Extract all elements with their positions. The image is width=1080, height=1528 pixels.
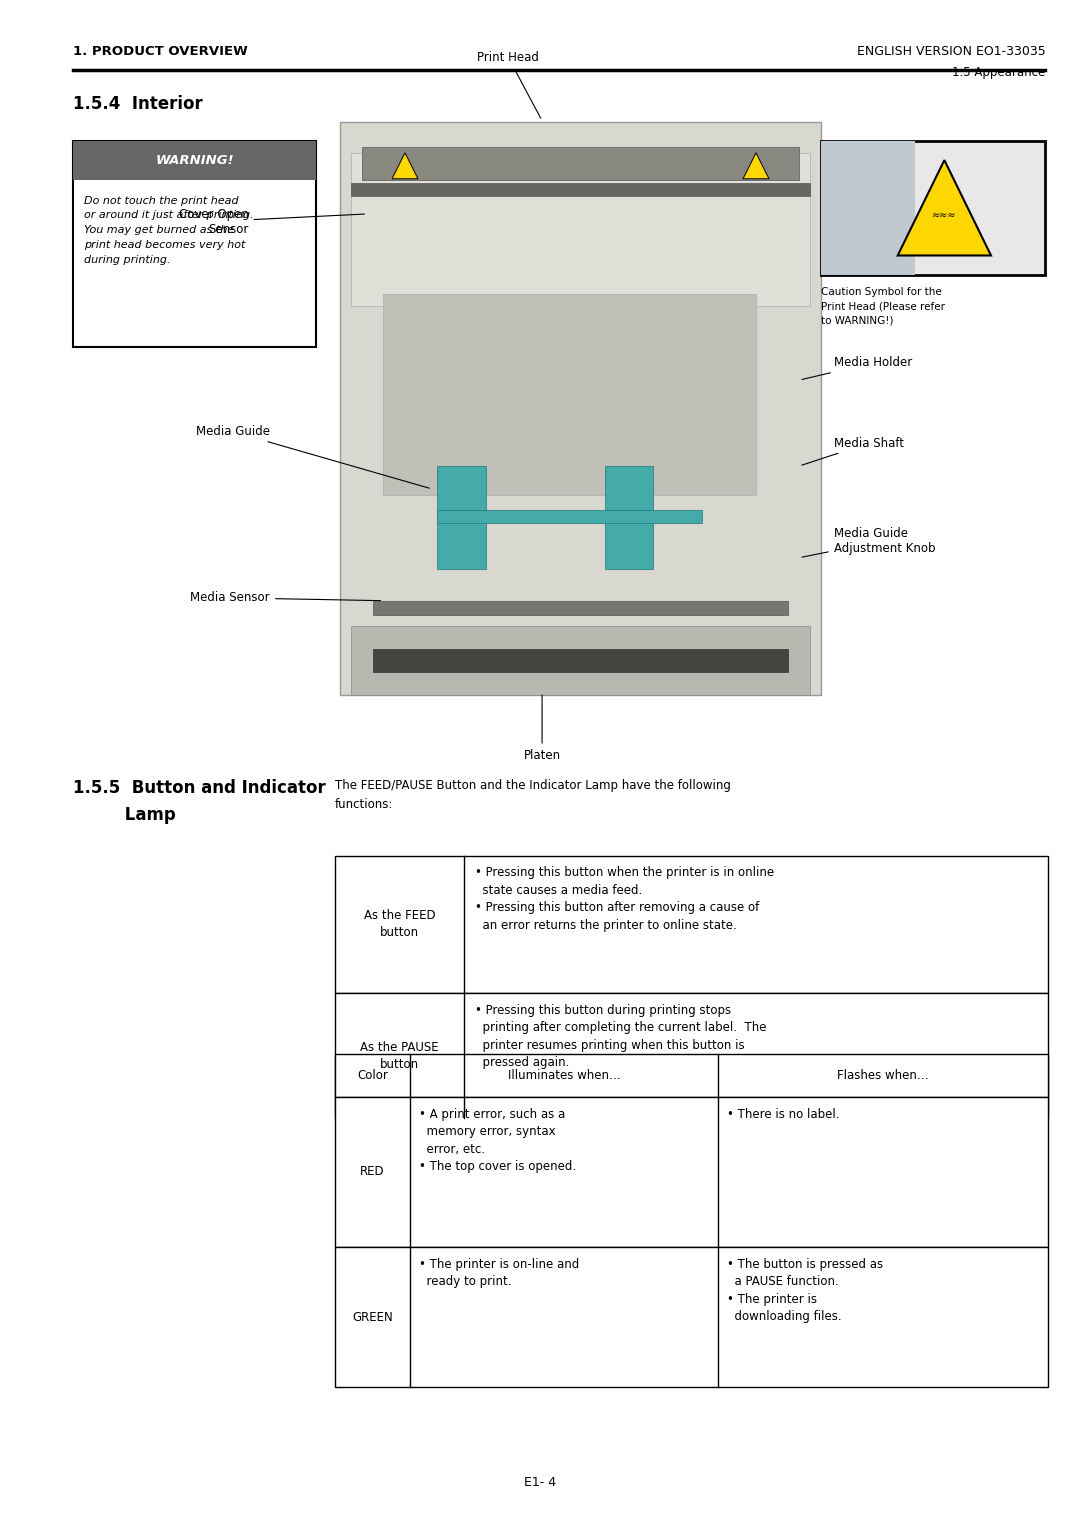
Text: GREEN: GREEN	[352, 1311, 393, 1323]
Bar	[351, 183, 810, 196]
Text: Cover Open
Sensor: Cover Open Sensor	[178, 208, 364, 235]
Text: Media Holder: Media Holder	[802, 356, 912, 379]
Text: WARNING!: WARNING!	[156, 154, 234, 167]
Text: • A print error, such as a
  memory error, syntax
  error, etc.
• The top cover : • A print error, such as a memory error,…	[419, 1108, 576, 1174]
Bar	[383, 293, 756, 495]
Polygon shape	[392, 153, 418, 179]
Text: As the PAUSE
button: As the PAUSE button	[361, 1041, 438, 1071]
Text: Caution Symbol for the
Print Head (Please refer
to WARNING!): Caution Symbol for the Print Head (Pleas…	[821, 287, 945, 325]
Bar	[362, 147, 799, 180]
Text: 1.5.5  Button and Indicator
         Lamp: 1.5.5 Button and Indicator Lamp	[73, 779, 326, 824]
Text: Print Head: Print Head	[477, 50, 541, 118]
Bar	[821, 141, 1045, 275]
Text: Platen: Platen	[524, 695, 561, 762]
Text: 1. PRODUCT OVERVIEW: 1. PRODUCT OVERVIEW	[73, 44, 248, 58]
Bar	[335, 1097, 1048, 1247]
Text: • Pressing this button during printing stops
  printing after completing the cur: • Pressing this button during printing s…	[475, 1004, 767, 1070]
Text: E1- 4: E1- 4	[524, 1476, 556, 1488]
Bar	[335, 1247, 1048, 1387]
Bar	[73, 141, 316, 347]
Text: Color: Color	[357, 1070, 388, 1082]
Polygon shape	[897, 160, 991, 255]
Text: The FEED/PAUSE Button and the Indicator Lamp have the following
functions:: The FEED/PAUSE Button and the Indicator …	[335, 779, 731, 811]
Bar	[340, 122, 821, 695]
Text: • The button is pressed as
  a PAUSE function.
• The printer is
  downloading fi: • The button is pressed as a PAUSE funct…	[727, 1258, 883, 1323]
Text: Do not touch the print head
or around it just after printing.
You may get burned: Do not touch the print head or around it…	[84, 196, 254, 264]
Text: Media Guide
Adjustment Knob: Media Guide Adjustment Knob	[802, 527, 935, 558]
Text: Media Sensor: Media Sensor	[190, 591, 380, 605]
Bar	[351, 153, 810, 306]
Text: ≈≈≈: ≈≈≈	[932, 211, 957, 220]
Text: 1.5 Appearance: 1.5 Appearance	[953, 66, 1045, 79]
Text: As the FEED
button: As the FEED button	[364, 909, 435, 940]
Bar	[73, 141, 316, 180]
Bar	[821, 141, 915, 275]
Bar	[373, 601, 788, 614]
Text: Illuminates when…: Illuminates when…	[508, 1070, 621, 1082]
Text: • There is no label.: • There is no label.	[727, 1108, 839, 1122]
Bar	[605, 466, 653, 568]
Bar	[335, 1054, 1048, 1097]
Bar	[335, 856, 1048, 993]
Bar	[335, 993, 1048, 1118]
Text: Flashes when…: Flashes when…	[837, 1070, 929, 1082]
Text: 1.5.4  Interior: 1.5.4 Interior	[73, 95, 203, 113]
Bar	[437, 510, 702, 523]
Text: RED: RED	[361, 1166, 384, 1178]
Text: Media Shaft: Media Shaft	[801, 437, 904, 465]
Text: • The printer is on-line and
  ready to print.: • The printer is on-line and ready to pr…	[419, 1258, 579, 1288]
Text: ENGLISH VERSION EO1-33035: ENGLISH VERSION EO1-33035	[856, 44, 1045, 58]
Text: • Pressing this button when the printer is in online
  state causes a media feed: • Pressing this button when the printer …	[475, 866, 774, 932]
Bar	[351, 626, 810, 695]
Polygon shape	[743, 153, 769, 179]
Bar	[437, 466, 486, 568]
Text: Media Guide: Media Guide	[195, 425, 430, 487]
Bar	[373, 649, 788, 672]
